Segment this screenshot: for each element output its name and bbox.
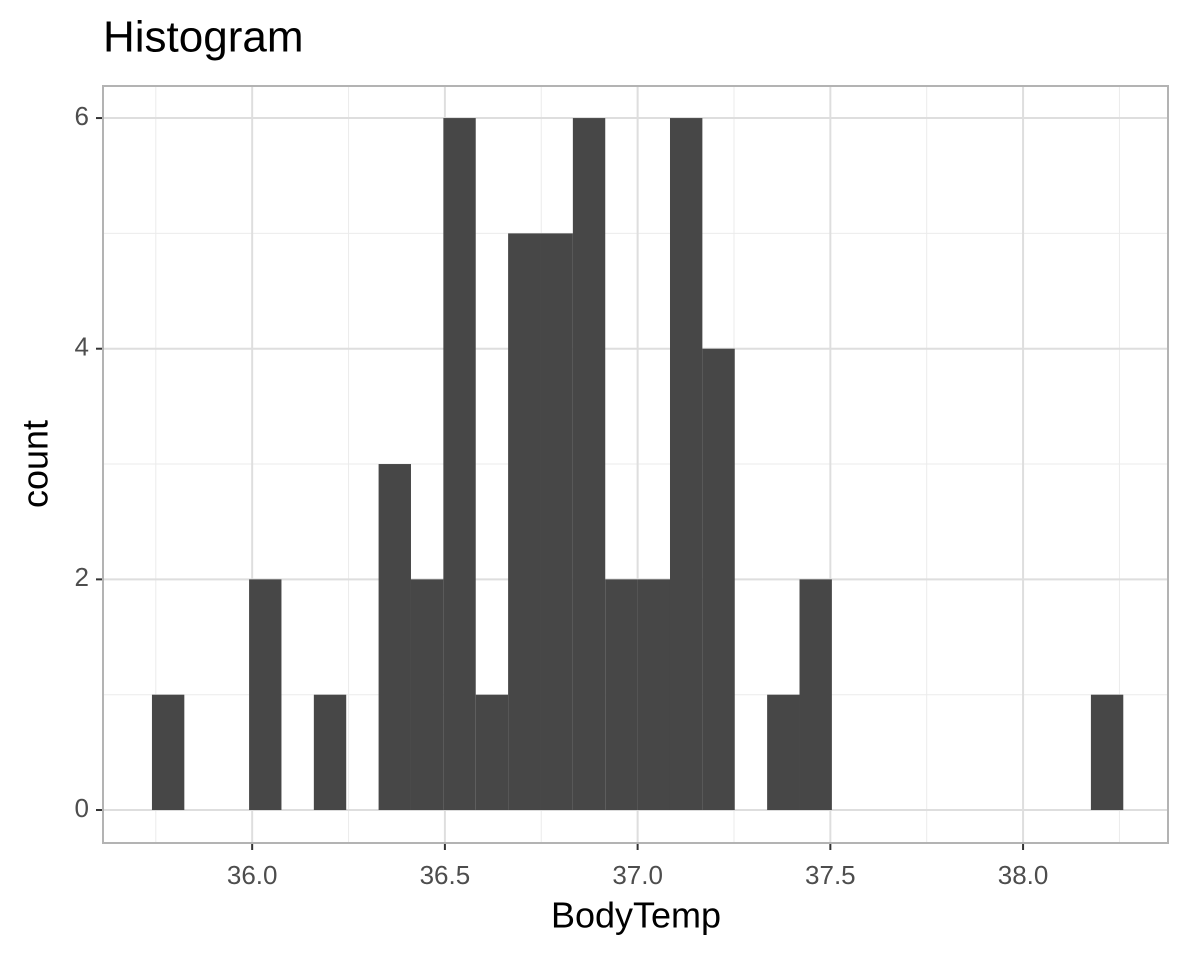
- y-tick-label: 2: [75, 562, 89, 592]
- bar: [799, 579, 832, 811]
- x-axis-label: BodyTemp: [551, 895, 721, 936]
- x-tick-label: 37.5: [805, 860, 856, 890]
- bar: [249, 579, 282, 811]
- bar: [767, 694, 800, 811]
- bar: [572, 118, 606, 811]
- bar: [410, 579, 444, 811]
- bar: [1090, 694, 1124, 811]
- y-tick-label: 4: [75, 332, 89, 362]
- x-tick-label: 36.5: [420, 860, 471, 890]
- bar: [151, 694, 185, 811]
- bar: [669, 118, 703, 811]
- y-tick-label: 0: [75, 793, 89, 823]
- bar: [508, 233, 541, 811]
- bar: [540, 233, 573, 811]
- y-axis-label: count: [15, 420, 56, 508]
- bar: [378, 464, 411, 811]
- bar: [475, 694, 509, 811]
- bar: [702, 348, 735, 811]
- x-tick-label: 37.0: [612, 860, 663, 890]
- bar: [313, 694, 347, 811]
- x-tick-label: 38.0: [998, 860, 1049, 890]
- chart-title: Histogram: [103, 13, 304, 62]
- panel-border: [102, 85, 1169, 844]
- bar: [637, 579, 670, 811]
- y-tick-label: 6: [75, 101, 89, 131]
- bar: [605, 579, 638, 811]
- bar: [443, 118, 476, 811]
- x-tick-label: 36.0: [227, 860, 278, 890]
